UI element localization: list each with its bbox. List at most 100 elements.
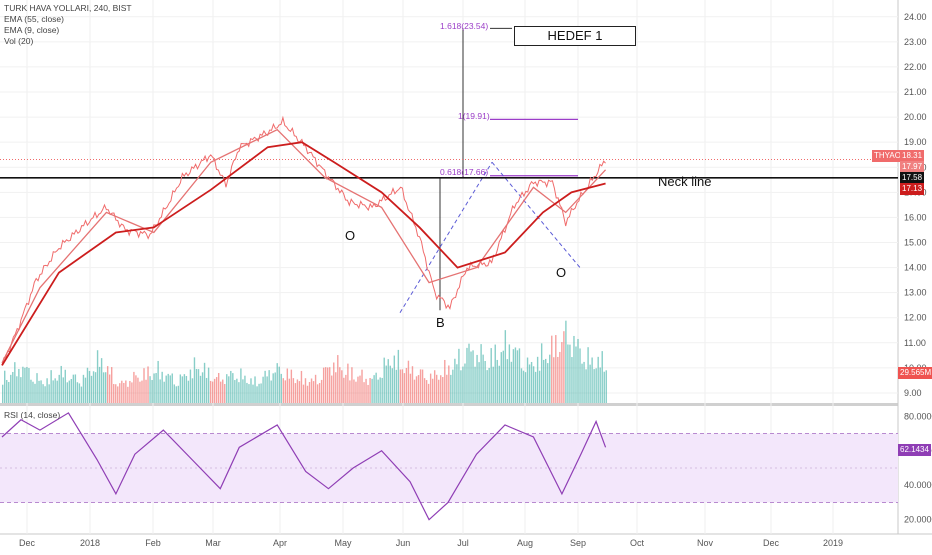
volume-bar	[417, 375, 420, 403]
x-tick-label: 2019	[823, 538, 843, 548]
volume-bar	[250, 378, 252, 403]
volume-bar	[84, 377, 87, 403]
volume-bar	[421, 369, 424, 403]
volume-bar	[329, 367, 331, 403]
volume-bar	[553, 357, 555, 403]
volume-bar	[343, 377, 345, 403]
volume-bar	[2, 384, 4, 403]
x-tick-label: Sep	[570, 538, 586, 548]
volume-bar	[312, 381, 315, 403]
volume-bar	[8, 382, 10, 403]
volume-bar	[24, 367, 26, 403]
x-tick-label: Mar	[205, 538, 221, 548]
rsi-pane	[0, 412, 898, 521]
x-tick-label: Jun	[396, 538, 411, 548]
volume-bar	[526, 357, 529, 403]
volume-bar	[419, 369, 422, 403]
volume-bar	[211, 381, 214, 403]
left-shoulder-label: O	[345, 228, 356, 243]
volume-bar	[385, 365, 387, 403]
volume-bar	[98, 366, 101, 403]
volume-bar	[357, 376, 359, 403]
volume-bar	[452, 369, 454, 403]
volume-bar	[353, 379, 355, 403]
volume-bar	[215, 377, 218, 403]
volume-bar	[199, 375, 202, 403]
volume-bar	[260, 383, 262, 403]
volume-bar	[270, 380, 272, 403]
volume-bar	[429, 373, 432, 403]
volume-bars	[2, 320, 607, 403]
x-tick-label: Oct	[630, 538, 645, 548]
x-tick-label: 2018	[80, 538, 100, 548]
annotation-lines	[0, 27, 898, 313]
volume-bar	[151, 380, 153, 403]
rsi-line	[1, 412, 607, 521]
volume-bar	[409, 373, 412, 403]
volume-bar	[583, 361, 585, 403]
x-tick-label: Aug	[517, 538, 533, 548]
fib-1-label: 1(19.91)	[458, 111, 490, 121]
volume-bar	[175, 386, 178, 403]
x-tick-label: Jul	[457, 538, 469, 548]
volume-bar	[106, 366, 109, 403]
volume-bar	[248, 384, 250, 403]
fib-0618-label: 0.618(17.66)	[440, 167, 489, 177]
volume-bar	[240, 368, 242, 403]
volume-bar	[294, 383, 297, 403]
volume-bar	[514, 347, 517, 403]
volume-bar	[147, 366, 149, 403]
volume-bar	[296, 379, 299, 403]
legend-volume: Vol (20)	[4, 36, 34, 46]
volume-bar	[442, 377, 444, 403]
volume-bar	[119, 383, 121, 403]
volume-bar	[557, 356, 559, 403]
volume-bar	[58, 374, 60, 403]
ema9-line	[1, 128, 607, 364]
volume-bar	[12, 371, 14, 403]
price-line	[1, 115, 606, 366]
volume-bar	[127, 386, 129, 403]
volume-bar	[480, 344, 482, 403]
x-tick-label: May	[334, 538, 352, 548]
volume-bar	[522, 370, 525, 403]
volume-bar	[431, 378, 434, 403]
volume-bar	[40, 380, 42, 403]
volume-bar	[66, 382, 68, 403]
volume-bar	[331, 375, 333, 403]
volume-bar	[236, 378, 238, 403]
volume-bar	[508, 344, 511, 403]
symbol-title: TURK HAVA YOLLARI, 240, BIST	[4, 3, 132, 13]
volume-bar	[286, 368, 289, 403]
volume-bar	[446, 374, 448, 403]
volume-bar	[56, 380, 58, 403]
volume-bar	[589, 364, 591, 403]
volume-bar	[474, 366, 476, 403]
volume-bar	[365, 378, 367, 403]
volume-bar	[510, 361, 513, 403]
volume-bar	[490, 348, 492, 403]
volume-bar	[88, 370, 91, 403]
volume-bar	[359, 375, 361, 403]
volume-bar	[379, 377, 381, 403]
volume-bar	[351, 367, 353, 403]
volume-bar	[137, 377, 139, 403]
volume-bar	[209, 380, 212, 403]
volume-bar	[177, 385, 180, 403]
volume-bar	[113, 384, 115, 403]
volume-bar	[268, 370, 270, 403]
x-tick-label: Apr	[273, 538, 287, 548]
volume-bar	[335, 372, 337, 403]
volume-bar	[528, 364, 531, 403]
volume-bar	[30, 379, 32, 403]
volume-bar	[18, 368, 20, 403]
y-tick-label: 12.00	[904, 313, 927, 323]
volume-bar	[472, 350, 474, 403]
volume-bar	[298, 381, 301, 403]
volume-bar	[375, 372, 377, 403]
volume-bar	[444, 359, 446, 403]
volume-bar	[381, 377, 383, 403]
fib-1618-label: 1.618(23.54)	[440, 21, 489, 31]
volume-bar	[601, 351, 603, 403]
